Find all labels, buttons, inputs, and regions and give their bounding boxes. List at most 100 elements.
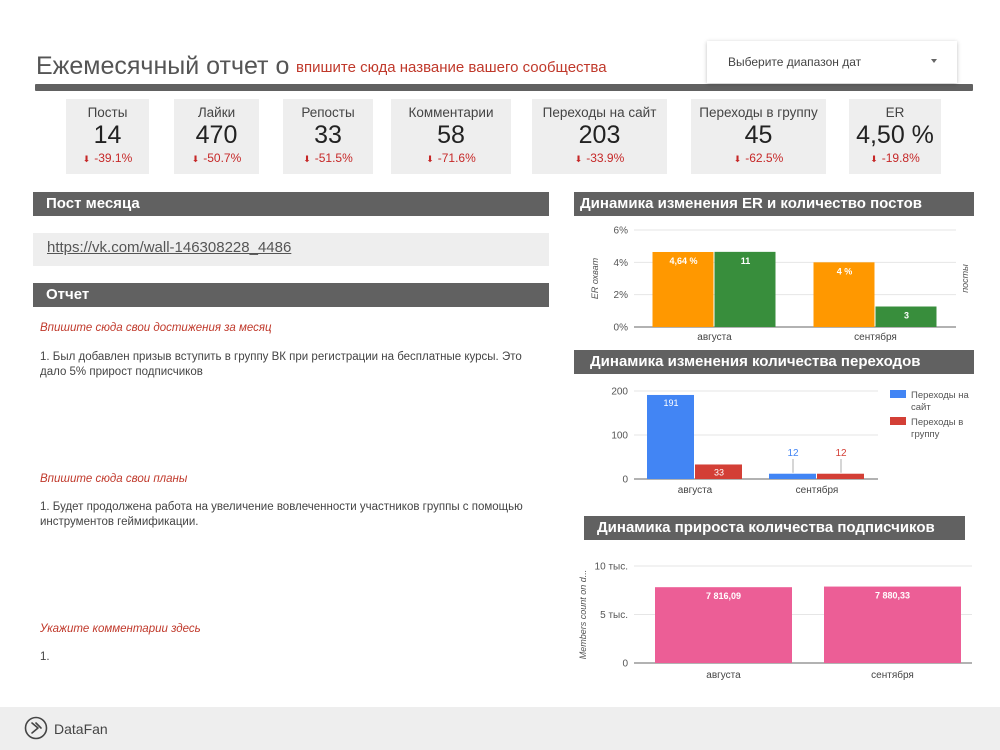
plans-text[interactable]: 1. Будет продолжена работа на увеличение… <box>40 501 523 528</box>
kpi-delta: ⬇ -71.6% <box>391 151 511 165</box>
chart-visits-header: Динамика изменения количества переходов <box>574 350 974 374</box>
post-link-box: https://vk.com/wall-146308228_4486 <box>33 233 549 266</box>
y-tick-label: 100 <box>611 431 628 442</box>
arrow-down-icon: ⬇ <box>574 154 583 164</box>
date-range-picker[interactable]: Выберите диапазон дат <box>707 41 957 83</box>
comments-title: Укажите комментарии здесь <box>40 623 201 635</box>
community-name[interactable]: впишите сюда название вашего сообщества <box>296 59 607 76</box>
post-link[interactable]: https://vk.com/wall-146308228_4486 <box>47 239 292 256</box>
chart-members: 0 5 тыс. 10 тыс. Members count on d... 7 816… <box>578 562 972 681</box>
data-label: 11 <box>741 256 751 266</box>
caret-down-icon <box>931 59 937 63</box>
kpi-delta: ⬇ -51.5% <box>283 151 373 165</box>
bar <box>714 251 776 327</box>
y-tick-label: 6% <box>614 226 629 237</box>
kpi-likes: Лайки 470 ⬇ -50.7% <box>174 99 259 174</box>
bar <box>655 587 792 663</box>
y-tick-label: 4% <box>614 258 629 269</box>
achievements-title: Впишите сюда свои достижения за месяц <box>40 322 272 334</box>
bar <box>652 251 714 327</box>
kpi-label: Репосты <box>301 105 355 120</box>
post-of-month-header: Пост месяца <box>33 192 549 216</box>
y-axis-label: Members count on d... <box>578 570 588 660</box>
kpi-delta-value: -71.6% <box>437 151 476 165</box>
bar <box>817 473 864 479</box>
kpi-value: 45 <box>744 121 773 149</box>
data-label: 12 <box>835 448 847 459</box>
y-tick-label: 0 <box>622 475 628 486</box>
bar <box>769 473 816 479</box>
y-tick-label: 0 <box>622 659 628 670</box>
legend-label: Переходы на сайт <box>911 390 969 413</box>
kpi-value: 4,50 % <box>856 121 934 149</box>
kpi-label: Переходы на сайт <box>542 105 657 120</box>
kpi-delta: ⬇ -62.5% <box>691 151 826 165</box>
y-tick-label: 5 тыс. <box>600 610 628 621</box>
kpi-value: 203 <box>578 121 621 149</box>
x-tick-label: сентября <box>871 669 914 681</box>
legend-swatch <box>890 417 906 425</box>
page-title: Ежемесячный отчет о <box>36 52 290 80</box>
chart-er-header: Динамика изменения ER и количество посто… <box>574 192 974 216</box>
kpi-reposts: Репосты 33 ⬇ -51.5% <box>283 99 373 174</box>
arrow-down-icon: ⬇ <box>426 154 434 164</box>
arrow-down-icon: ⬇ <box>870 154 878 164</box>
kpi-value: 14 <box>93 121 122 149</box>
arrow-down-icon: ⬇ <box>191 154 200 164</box>
data-label: 4,64 % <box>669 256 697 266</box>
legend-label: Переходы в группу <box>911 417 963 440</box>
header-divider <box>35 84 973 91</box>
arrow-down-icon: ⬇ <box>733 154 742 164</box>
chart-members-header: Динамика прироста количества подписчиков <box>584 516 965 540</box>
kpi-delta-value: -50.7% <box>203 151 242 165</box>
bar <box>875 306 937 327</box>
x-tick-label: августа <box>678 485 713 496</box>
kpi-value: 470 <box>195 121 238 149</box>
x-tick-label: августа <box>697 332 732 343</box>
data-label: 12 <box>787 448 799 459</box>
brand-name: DataFan <box>54 721 108 737</box>
comments-text[interactable]: 1. <box>40 651 50 663</box>
data-label: 33 <box>714 467 724 477</box>
kpi-label: Лайки <box>197 105 236 120</box>
arrow-down-icon: ⬇ <box>303 154 311 164</box>
kpi-delta: ⬇ -19.8% <box>849 151 941 165</box>
datafan-logo-icon <box>24 716 48 740</box>
kpi-value: 33 <box>314 121 342 149</box>
kpi-label: Переходы в группу <box>699 105 818 120</box>
kpi-label: ER <box>885 105 905 120</box>
data-label: 7 880,33 <box>875 591 910 601</box>
kpi-label: Комментарии <box>408 105 494 120</box>
plans-title: Впишите сюда свои планы <box>40 473 188 485</box>
y-tick-label: 200 <box>611 387 628 398</box>
achievements-text[interactable]: 1. Был добавлен призыв вступить в группу… <box>40 351 522 378</box>
date-range-label: Выберите диапазон дат <box>728 55 862 69</box>
kpi-delta-value: -62.5% <box>745 151 784 165</box>
y-tick-label: 2% <box>614 290 629 301</box>
legend-swatch <box>890 390 906 398</box>
chart-er-posts: 0% 2% 4% 6% ER охват посты 4,64 % 11 августа 4 % 3… <box>590 226 970 344</box>
bar <box>695 464 742 479</box>
kpi-delta-value: -51.5% <box>314 151 353 165</box>
footer: DataFan <box>0 707 1000 750</box>
x-tick-label: сентября <box>796 484 839 496</box>
kpi-delta-value: -19.8% <box>881 151 920 165</box>
data-label: 191 <box>663 398 678 408</box>
y2-axis-label: посты <box>960 264 970 293</box>
data-label: 4 % <box>837 266 853 276</box>
bar <box>813 262 875 327</box>
bar <box>824 586 961 663</box>
y-tick-label: 0% <box>614 323 629 334</box>
y-axis-label: ER охват <box>590 257 600 299</box>
kpi-delta: ⬇ -33.9% <box>532 151 667 165</box>
kpi-site-visits: Переходы на сайт 203 ⬇ -33.9% <box>532 99 667 174</box>
kpi-delta: ⬇ -39.1% <box>66 151 149 165</box>
x-tick-label: августа <box>706 670 741 681</box>
kpi-group-visits: Переходы в группу 45 ⬇ -62.5% <box>691 99 826 174</box>
x-tick-label: сентября <box>854 331 897 343</box>
kpi-delta-value: -33.9% <box>586 151 625 165</box>
kpi-delta: ⬇ -50.7% <box>174 151 259 165</box>
kpi-label: Посты <box>87 105 128 120</box>
report-header: Ежемесячный отчет о впишите сюда названи… <box>35 40 973 92</box>
